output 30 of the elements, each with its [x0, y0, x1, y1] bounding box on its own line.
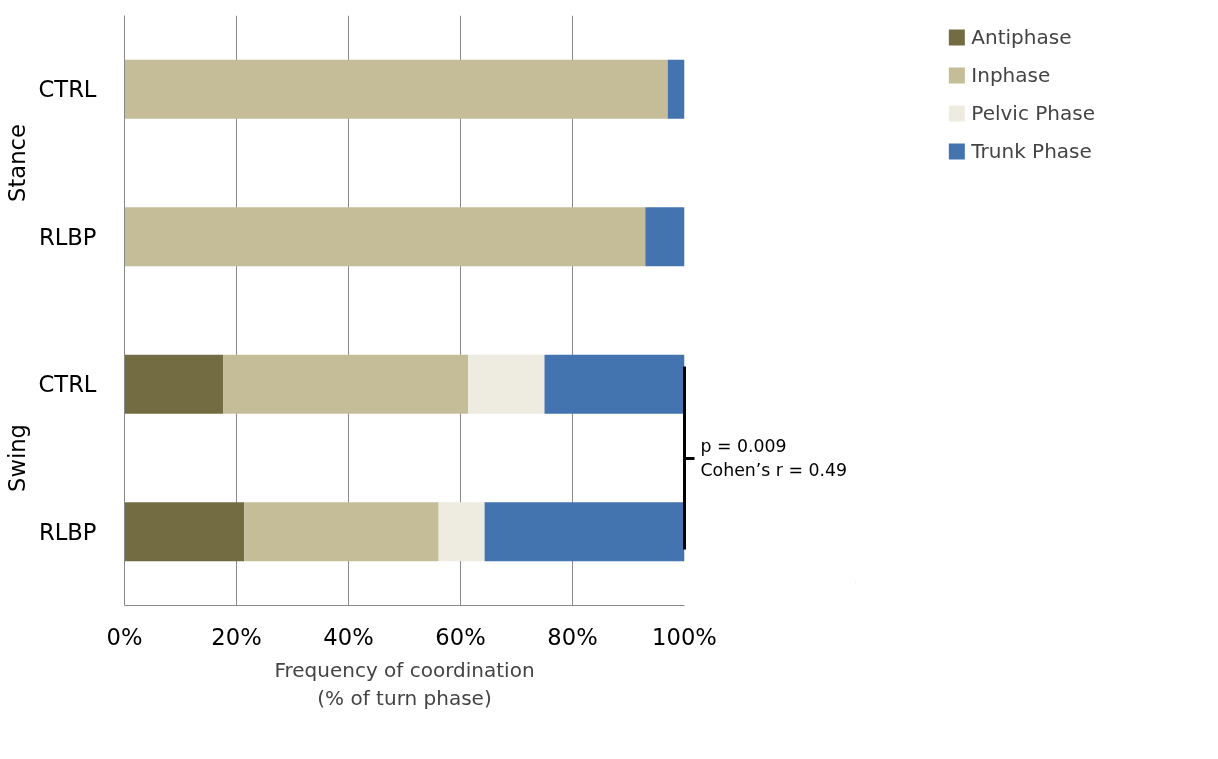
- x-tick-label: 100%: [652, 623, 717, 650]
- text: Stance: [3, 124, 30, 202]
- legend-label: Antiphase: [971, 25, 1072, 49]
- y-tick-label: CTRL: [38, 371, 97, 398]
- x-tick-label: 0%: [106, 623, 143, 650]
- text: p = 0.009 Cohen’s r = 0.49: [700, 436, 848, 480]
- x-axis-title: Frequency of coordination (% of turn phase): [274, 657, 535, 711]
- bar: [468, 354, 545, 414]
- bar: [124, 502, 245, 562]
- bar: [124, 207, 646, 267]
- y-tick-label: RLBP: [38, 518, 97, 545]
- bar: [438, 502, 485, 562]
- legend-label: Pelvic Phase: [971, 101, 1095, 125]
- legend-label: Trunk Phase: [971, 139, 1092, 163]
- bar: [124, 354, 224, 414]
- bar: [223, 354, 469, 414]
- x-tick-label: 40%: [323, 623, 374, 650]
- x-tick-label: 60%: [435, 623, 486, 650]
- bar: [124, 59, 668, 119]
- bar: [544, 354, 685, 414]
- y-tick-label: RLBP: [38, 223, 97, 250]
- text: Swing: [3, 424, 30, 492]
- bar: [484, 502, 685, 562]
- bar: [667, 59, 685, 119]
- bar: [645, 207, 685, 267]
- x-tick-label: 20%: [211, 623, 262, 650]
- x-tick-label: 80%: [547, 623, 598, 650]
- bar: [244, 502, 439, 562]
- y-tick-label: CTRL: [38, 76, 97, 103]
- legend-label: Inphase: [971, 63, 1051, 87]
